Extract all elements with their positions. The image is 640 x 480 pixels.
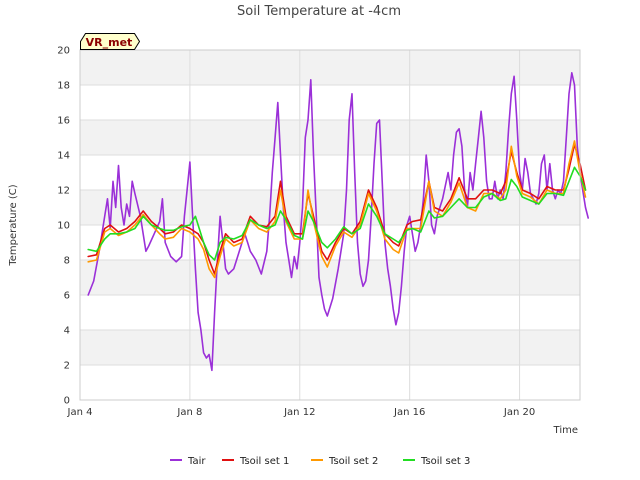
- station-badge-shape: [80, 33, 141, 50]
- legend-label-tsoil-set-1: Tsoil set 1: [239, 456, 289, 467]
- chart-title: Soil Temperature at -4cm: [237, 4, 401, 19]
- y-tick-label: 8: [64, 256, 70, 267]
- plot-band: [80, 50, 580, 85]
- x-tick-label: Jan 4: [67, 407, 93, 418]
- series-lines: [87, 72, 589, 372]
- y-tick-label: 2: [64, 361, 70, 372]
- plot-band: [80, 365, 580, 400]
- y-tick-label: 14: [57, 151, 70, 162]
- y-tick-label: 10: [57, 221, 70, 232]
- plot-frame: [79, 49, 581, 401]
- plot-band: [80, 155, 580, 190]
- y-axis-title: Temperature (C): [8, 184, 19, 266]
- y-axis-ticks: 0 2 4 6 8 10 12 14 16 18 20: [57, 46, 70, 407]
- x-tick-label: Jan 8: [176, 407, 202, 418]
- plot-background-bands: [80, 50, 580, 400]
- legend: Tair Tsoil set 1 Tsoil set 2 Tsoil set 3: [170, 456, 470, 467]
- y-tick-label: 18: [57, 81, 70, 92]
- y-tick-label: 0: [64, 396, 70, 407]
- y-tick-label: 16: [57, 116, 70, 127]
- x-axis-title: Time: [553, 425, 578, 436]
- station-badge: VR_met: [80, 33, 141, 50]
- legend-label-tair: Tair: [187, 456, 206, 467]
- x-tick-label: Jan 16: [393, 407, 425, 418]
- plot-band: [80, 295, 580, 330]
- y-tick-label: 20: [57, 46, 70, 57]
- plot-band: [80, 85, 580, 120]
- series-line-tair: [87, 72, 589, 372]
- series-line-tsoil-set-3: [87, 166, 587, 261]
- x-tick-label: Jan 12: [283, 407, 315, 418]
- legend-label-tsoil-set-2: Tsoil set 2: [328, 456, 378, 467]
- y-tick-label: 6: [64, 291, 70, 302]
- x-tick-label: Jan 20: [503, 407, 535, 418]
- plot-band: [80, 260, 580, 295]
- plot-band: [80, 120, 580, 155]
- legend-label-tsoil-set-3: Tsoil set 3: [420, 456, 470, 467]
- station-badge-label: VR_met: [86, 36, 133, 49]
- y-tick-label: 12: [57, 186, 70, 197]
- series-line-tsoil-set-2: [87, 140, 587, 279]
- plot-band: [80, 190, 580, 225]
- x-axis-ticks: Jan 4 Jan 8 Jan 12 Jan 16 Jan 20: [67, 407, 536, 418]
- plot-band: [80, 330, 580, 365]
- y-tick-label: 4: [64, 326, 70, 337]
